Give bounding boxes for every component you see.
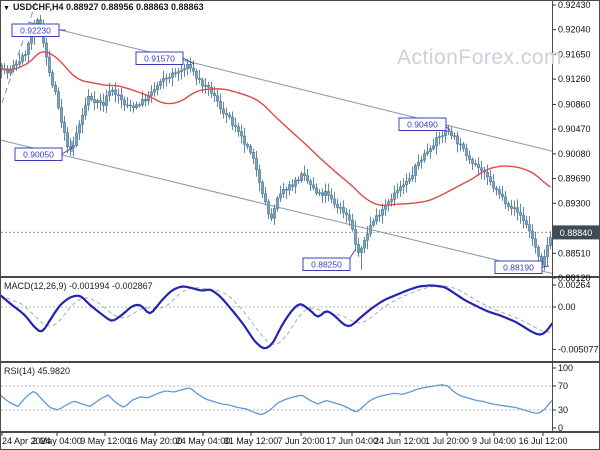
time-axis-label: 31 May 12:00 xyxy=(224,436,279,446)
price-axis-label: 0.92430 xyxy=(558,0,591,10)
current-price-badge: 0.88840 xyxy=(552,225,600,240)
ma-line-path xyxy=(1,51,551,207)
rsi-axis-labels: 100 70 30 0 xyxy=(552,363,573,433)
time-axis-label: 2 May 04:00 xyxy=(32,436,82,446)
macd-axis-label: 0.00 xyxy=(558,302,576,312)
time-axis-label: 7 Jun 20:00 xyxy=(277,436,324,446)
rsi-axis-label: 70 xyxy=(558,381,568,391)
macd-axis-label: -0.005077 xyxy=(558,344,599,354)
dropdown-icon[interactable]: ▼ xyxy=(3,5,10,12)
macd-line-path xyxy=(1,284,552,350)
rsi-header: RSI(14) 45.9820 xyxy=(4,366,71,376)
ma-line xyxy=(1,51,551,207)
price-axis-label: 0.91260 xyxy=(558,74,591,84)
swing-label: 0.92230 xyxy=(11,23,66,37)
candlesticks xyxy=(1,15,552,274)
current-price-label: 0.88840 xyxy=(560,228,593,238)
time-axis-label: 24 May 04:00 xyxy=(176,436,231,446)
price-axis-label: 0.90860 xyxy=(558,99,591,109)
rsi-panel xyxy=(1,384,552,416)
svg-text:0.88250: 0.88250 xyxy=(311,260,342,270)
watermark: ActionForex.com xyxy=(397,46,563,69)
time-axis-label: 16 May 20:00 xyxy=(128,436,183,446)
time-axis-label: 16 Jul 12:00 xyxy=(518,436,567,446)
time-axis-label: 9 May 12:00 xyxy=(80,436,130,446)
price-axis-label: 0.90080 xyxy=(558,149,591,159)
rsi-axis-label: 100 xyxy=(558,363,573,373)
macd-signal-path xyxy=(1,285,552,345)
macd-header: MACD(12,26,9) -0.001994 -0.002867 xyxy=(4,281,153,291)
svg-text:0.92230: 0.92230 xyxy=(20,26,51,36)
swing-labels: 0.92230 0.91570 0.90050 0.90490 0.88250 0.881… xyxy=(11,23,550,274)
time-axis-label: 1 Jul 20:00 xyxy=(425,436,469,446)
time-axis-label: 17 Jun 04:00 xyxy=(326,436,378,446)
macd-panel xyxy=(1,284,552,350)
price-axis-labels: 0.92430 0.92040 0.91650 0.91260 0.90860 0.904… xyxy=(552,0,591,283)
svg-text:0.91570: 0.91570 xyxy=(144,54,175,64)
symbol-title: ▼ USDCHF,H4 0.88927 0.88956 0.88863 0.888… xyxy=(3,2,204,12)
svg-text:0.90490: 0.90490 xyxy=(407,120,438,130)
svg-text:0.90050: 0.90050 xyxy=(23,150,54,160)
swing-label: 0.88250 xyxy=(302,249,356,271)
trendlines xyxy=(1,1,552,274)
price-axis-label: 0.88120 xyxy=(558,273,591,283)
rsi-axis-label: 30 xyxy=(558,405,568,415)
rsi-axis-label: 0 xyxy=(558,423,563,433)
time-axis-label: 24 Apr 2024 xyxy=(2,436,51,446)
time-axis-label: 24 Jun 12:00 xyxy=(374,436,426,446)
macd-axis-label: 0.00264 xyxy=(558,280,591,290)
price-axis-label: 0.91650 xyxy=(558,49,591,59)
price-axis-label: 0.89690 xyxy=(558,174,591,184)
svg-text:0.88190: 0.88190 xyxy=(503,263,534,273)
time-axis-label: 9 Jul 04:00 xyxy=(472,436,516,446)
rsi-line-path xyxy=(1,384,552,416)
swing-label: 0.90490 xyxy=(398,117,451,131)
price-axis-label: 0.90470 xyxy=(558,124,591,134)
symbol-ohlc-text: USDCHF,H4 0.88927 0.88956 0.88863 0.8886… xyxy=(12,2,204,12)
swing-label: 0.90050 xyxy=(14,141,73,161)
price-axis-label: 0.92040 xyxy=(558,25,591,35)
trendline xyxy=(1,1,37,104)
swing-label: 0.88190 xyxy=(494,260,550,274)
price-axis-label: 0.89300 xyxy=(558,198,591,208)
price-axis-label: 0.88510 xyxy=(558,248,591,258)
swing-label: 0.91570 xyxy=(135,51,195,65)
macd-axis-labels: 0.00264 0.00 -0.005077 xyxy=(552,280,599,354)
trendline xyxy=(27,21,552,152)
